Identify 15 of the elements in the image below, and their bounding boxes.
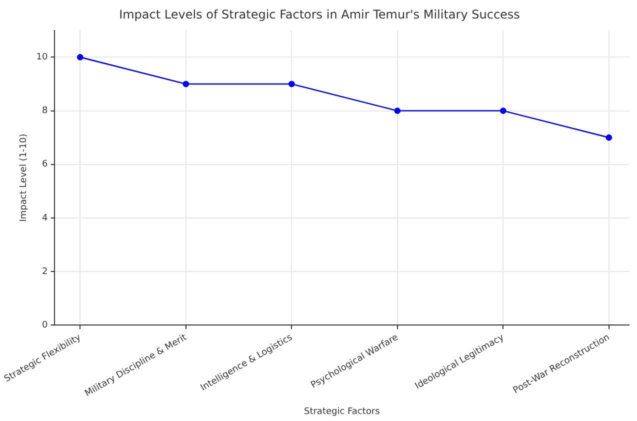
point <box>500 108 506 114</box>
x-axis-title: Strategic Factors <box>304 406 380 417</box>
point <box>182 80 190 88</box>
y-tick-label: 8 <box>42 106 48 116</box>
chart-title: Impact Levels of Strategic Factors in Amir Temur's Military Success <box>119 7 520 22</box>
y-tick-label: 2 <box>42 266 48 277</box>
y-tick-label: 6 <box>42 160 48 170</box>
y-tick-label: 10 <box>36 52 48 63</box>
point <box>394 108 401 114</box>
y-tick-label: 4 <box>42 213 48 224</box>
point <box>606 134 612 141</box>
point <box>76 54 84 60</box>
y-tick-label: 0 <box>42 320 48 330</box>
point <box>288 80 295 88</box>
y-axis-title: Impact Level (1-10) <box>19 134 30 222</box>
